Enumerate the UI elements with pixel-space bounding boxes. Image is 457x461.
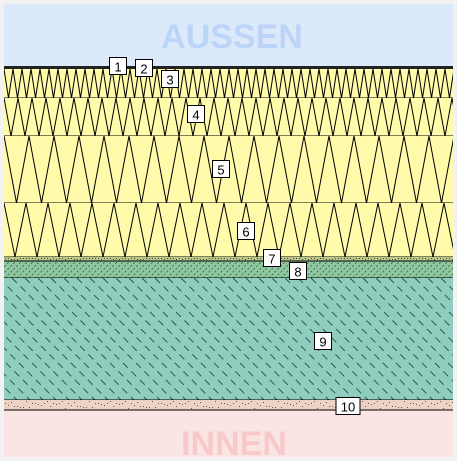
callout-box <box>109 57 127 75</box>
layer-stack <box>4 66 453 411</box>
callout-number: 4 <box>192 108 199 123</box>
callout-number: 5 <box>217 163 224 178</box>
insulation-layer-upper <box>4 97 453 137</box>
layer-callout: 5 <box>212 160 230 178</box>
callout-number: 1 <box>114 60 121 75</box>
separation-layer <box>4 257 453 262</box>
layer-callout: 1 <box>109 57 127 75</box>
insulation-layer-main <box>4 135 453 204</box>
layer-callout: 2 <box>135 59 153 77</box>
callout-box <box>237 222 255 240</box>
callout-box <box>187 105 205 123</box>
layer-callout: 4 <box>187 105 205 123</box>
layer-callout: 7 <box>263 249 281 267</box>
layer-callout: 3 <box>161 70 179 88</box>
callout-number: 10 <box>341 400 355 415</box>
plaster-layer <box>4 400 453 411</box>
callout-box <box>263 249 281 267</box>
insulation-layer-lower <box>4 202 453 258</box>
callout-box <box>289 262 307 280</box>
callout-number: 6 <box>242 225 249 240</box>
callout-box <box>161 70 179 88</box>
callout-box <box>212 160 230 178</box>
callout-box <box>335 397 361 415</box>
layer-callout: 6 <box>237 222 255 240</box>
layer-callout: 8 <box>289 262 307 280</box>
layer-callouts: 1 2 3 4 5 6 7 8 9 10 <box>109 57 361 415</box>
inside-label: INNEN <box>181 425 287 461</box>
layer-callout: 10 <box>335 397 361 415</box>
insulation-layer-thin <box>4 68 453 99</box>
concrete-layer <box>4 277 453 401</box>
outside-label: AUSSEN <box>161 18 303 56</box>
callout-box <box>135 59 153 77</box>
callout-box <box>314 332 332 350</box>
mineral-layer <box>4 260 453 279</box>
callout-number: 2 <box>140 62 147 77</box>
inside-zone <box>4 410 453 457</box>
callout-number: 7 <box>268 252 275 267</box>
layer-callout: 9 <box>314 332 332 350</box>
callout-number: 9 <box>319 335 326 350</box>
outer-membranes <box>4 66 453 69</box>
callout-number: 8 <box>294 265 301 280</box>
callout-number: 3 <box>166 73 173 88</box>
outside-zone <box>4 4 453 66</box>
